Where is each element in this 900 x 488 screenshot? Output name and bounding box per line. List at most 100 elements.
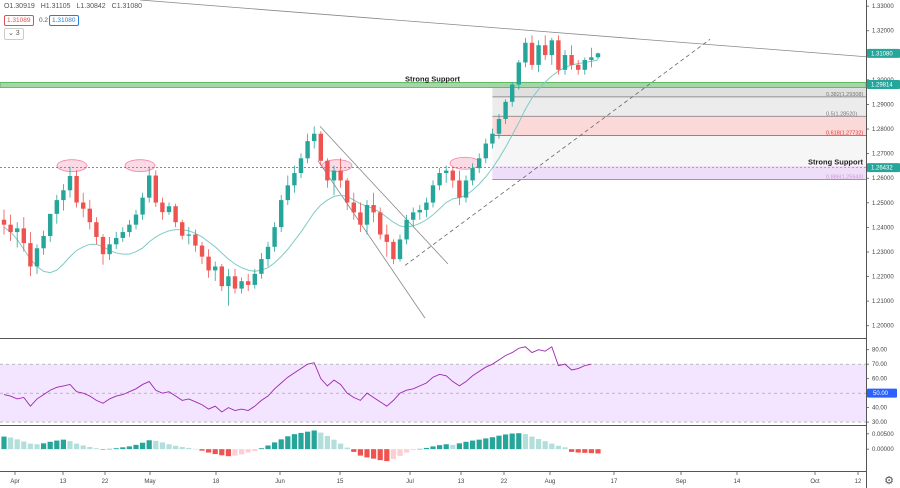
candle-body xyxy=(272,227,277,247)
y-tick-label: 1.33000 xyxy=(872,4,894,10)
macd-histogram-bar xyxy=(371,449,377,459)
candle-body xyxy=(173,206,178,223)
candle-body xyxy=(351,202,356,213)
price-axis-tag-label: 1.31080 xyxy=(871,51,893,57)
macd-histogram-bar xyxy=(595,449,601,454)
macd-histogram-bar xyxy=(522,434,528,450)
candle-body xyxy=(305,141,310,159)
candle-body xyxy=(312,133,317,142)
macd-histogram-bar xyxy=(437,445,443,450)
candle-body xyxy=(417,209,422,213)
candle-body xyxy=(378,212,383,235)
candle-body xyxy=(21,228,26,244)
macd-histogram-bar xyxy=(351,449,357,452)
macd-histogram-bar xyxy=(443,444,449,450)
candle-body xyxy=(34,248,40,267)
macd-histogram-bar xyxy=(324,435,330,450)
macd-histogram-bar xyxy=(206,449,212,453)
candle-body xyxy=(424,202,429,210)
indicator-bid-tag: 1.31089 xyxy=(4,15,34,26)
macd-histogram-bar xyxy=(311,430,317,450)
x-tick-label: 13 xyxy=(458,479,465,485)
rsi-tick-label: 60.00 xyxy=(872,377,888,383)
macd-histogram-bar xyxy=(67,441,73,450)
macd-histogram-bar xyxy=(1,436,7,450)
x-tick-label: Jun xyxy=(275,479,285,485)
candle-body xyxy=(549,40,554,56)
macd-histogram-bar xyxy=(338,443,344,450)
macd-histogram-bar xyxy=(298,432,304,450)
channel-upper-line xyxy=(319,126,449,265)
close-value: C1.31080 xyxy=(111,3,143,10)
rsi-tick-label: 80.00 xyxy=(872,348,888,354)
macd-histogram-bar xyxy=(450,444,456,450)
macd-histogram-bar xyxy=(54,440,60,450)
rsi-tick-label: 30.00 xyxy=(872,420,888,426)
macd-histogram-bar xyxy=(489,437,495,450)
macd-histogram-bar xyxy=(536,439,542,450)
candle-body xyxy=(133,214,139,225)
macd-histogram-bar xyxy=(21,441,27,450)
candle-body xyxy=(246,281,251,285)
macd-histogram-bar xyxy=(199,449,205,451)
macd-histogram-bar xyxy=(555,445,561,450)
macd-histogram-bar xyxy=(153,440,159,450)
candle-body xyxy=(153,175,158,203)
candle-body xyxy=(1,219,7,225)
candle-body xyxy=(450,170,455,181)
macd-histogram-bar xyxy=(41,443,47,450)
strong-support-label-bottom: Strong Support xyxy=(808,158,863,167)
candle-body xyxy=(384,234,389,242)
fib-zone xyxy=(492,116,866,136)
candle-body xyxy=(160,202,165,213)
macd-histogram-bar xyxy=(509,433,515,450)
y-tick-label: 1.21000 xyxy=(872,299,894,305)
indicators-collapse-button[interactable]: ⌄ 3 xyxy=(4,28,24,40)
candle-body xyxy=(331,170,337,181)
macd-histogram-bar xyxy=(291,434,297,450)
candle-body xyxy=(74,176,79,203)
candle-body xyxy=(81,202,86,209)
macd-histogram-bar xyxy=(133,444,139,450)
y-tick-label: 1.24000 xyxy=(872,225,894,231)
macd-tick-label: 0.00500 xyxy=(872,432,894,438)
macd-histogram-bar xyxy=(166,444,172,450)
candle-body xyxy=(536,45,541,65)
macd-histogram-bar xyxy=(423,447,429,450)
fib-level-label: 0.5(1.28520) xyxy=(826,111,857,117)
candle-body xyxy=(523,42,528,63)
candle-body xyxy=(226,276,231,287)
macd-histogram-bar xyxy=(463,441,469,450)
settings-gear-icon[interactable]: ⚙ xyxy=(884,475,894,487)
price-axis-tag xyxy=(867,163,900,173)
macd-histogram-bar xyxy=(456,443,462,450)
candle-body xyxy=(61,190,66,201)
candle-body xyxy=(8,224,13,233)
candle-body xyxy=(147,175,152,198)
candle-body xyxy=(87,208,92,223)
macd-histogram-bar xyxy=(225,449,231,457)
fib-zone xyxy=(492,135,866,167)
candle-body xyxy=(219,266,224,287)
candle-body xyxy=(120,232,125,238)
macd-histogram-bar xyxy=(417,448,423,450)
candle-body xyxy=(166,206,172,213)
candle-body xyxy=(285,185,290,201)
x-tick-label: 15 xyxy=(337,479,344,485)
candle-body xyxy=(186,234,191,236)
fib-zone xyxy=(492,96,866,117)
candle-body xyxy=(543,45,548,56)
candle-body xyxy=(391,241,396,260)
open-value: O1.30919 xyxy=(4,3,35,10)
macd-histogram-bar xyxy=(47,441,53,450)
candle-body xyxy=(576,64,581,70)
y-tick-label: 1.32000 xyxy=(872,29,894,35)
high-value: H1.31105 xyxy=(40,3,71,10)
macd-histogram-bar xyxy=(60,439,66,450)
candle-body xyxy=(430,185,436,203)
indicator-ask-tag: 1.31080 xyxy=(49,15,79,26)
macd-histogram-bar xyxy=(397,449,403,456)
rsi-tick-label: 70.00 xyxy=(872,362,888,368)
candle-body xyxy=(28,243,33,267)
